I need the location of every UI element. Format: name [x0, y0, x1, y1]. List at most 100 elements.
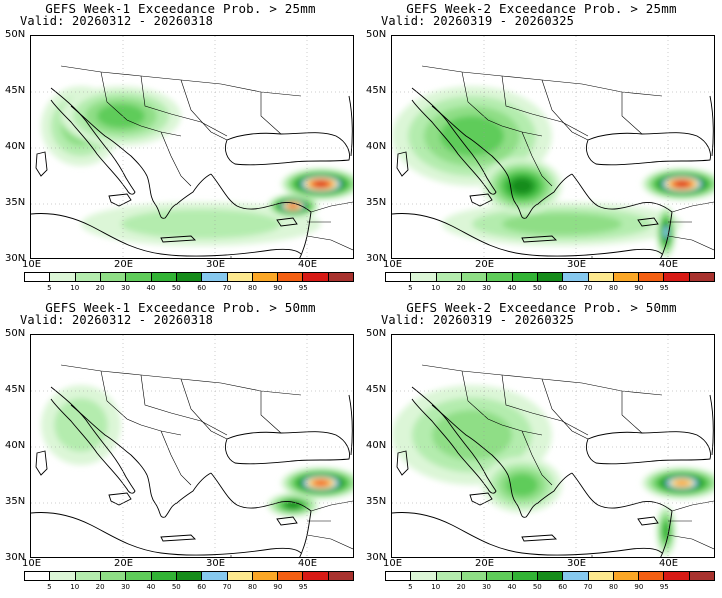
colorbar-label: 20	[95, 583, 105, 591]
colorbar-label: 5	[408, 284, 413, 292]
lon-label: 20E	[475, 558, 495, 569]
lat-label: 30N	[366, 552, 387, 563]
colorbar-swatch	[613, 572, 640, 580]
colorbar-swatch	[126, 572, 152, 580]
precip-area	[285, 501, 301, 509]
colorbar-swatch	[303, 572, 329, 580]
lon-label: 40E	[298, 558, 318, 569]
borders	[60, 65, 353, 258]
precip-area	[506, 473, 538, 497]
colorbar-swatch	[386, 273, 412, 281]
colorbar-label: 50	[171, 284, 181, 292]
colorbar-swatch	[664, 273, 690, 281]
colorbar-label: 30	[121, 583, 130, 591]
colorbar-label: 60	[558, 583, 568, 591]
colorbar-swatch	[537, 572, 564, 580]
lon-label: 10E	[22, 558, 42, 569]
lat-label: 35N	[366, 197, 387, 208]
colorbar-swatch	[328, 572, 354, 580]
precip-area	[440, 116, 504, 156]
colorbar-swatch	[278, 572, 304, 580]
colorbar-label: 30	[121, 284, 130, 292]
panel-title: GEFS Week-1 Exceedance Prob. > 25mm	[45, 1, 316, 16]
panel-valid-dates: Valid: 20260319 - 20260325	[381, 313, 575, 327]
colorbar-label: 80	[608, 583, 618, 591]
panel-title: GEFS Week-2 Exceedance Prob. > 25mm	[406, 1, 677, 16]
colorbar-labels: 5 10 20 30 40 50 60 70 80 90 95	[24, 284, 354, 294]
colorbar-label: 90	[634, 284, 644, 292]
lon-label: 10E	[383, 259, 403, 270]
lat-label: 40N	[5, 141, 26, 152]
colorbar-swatch	[689, 572, 715, 580]
colorbar	[24, 571, 354, 581]
colorbar-label: 90	[634, 583, 644, 591]
colorbar-labels: 5 10 20 30 40 50 60 70 80 90 95	[385, 583, 715, 593]
lat-label: 45N	[366, 384, 387, 395]
lon-label: 10E	[383, 558, 403, 569]
colorbar-label: 80	[608, 284, 618, 292]
colorbar-label: 10	[431, 284, 441, 292]
panel-valid-dates: Valid: 20260312 - 20260318	[20, 14, 214, 28]
borders	[421, 364, 714, 557]
colorbar-swatch	[588, 273, 614, 281]
precip-area	[663, 225, 669, 239]
colorbar-swatch	[75, 572, 101, 580]
colorbar-label: 30	[482, 284, 491, 292]
panel-week1-25mm: GEFS Week-1 Exceedance Prob. > 25mm Vali…	[0, 0, 361, 299]
map-svg	[392, 36, 714, 258]
precip-area	[97, 104, 145, 128]
colorbar-label: 60	[197, 583, 207, 591]
precip-area	[288, 203, 298, 209]
colorbar-label: 60	[197, 284, 207, 292]
panel-week2-25mm: GEFS Week-2 Exceedance Prob. > 25mm Vali…	[361, 0, 722, 299]
colorbar-swatch	[563, 572, 589, 580]
colorbar-swatch	[639, 273, 665, 281]
colorbar-swatch	[386, 572, 412, 580]
panel-week1-50mm: GEFS Week-1 Exceedance Prob. > 50mm Vali…	[0, 299, 361, 598]
lat-label: 50N	[5, 328, 26, 339]
colorbar-swatch	[563, 273, 589, 281]
colorbar-label: 80	[247, 583, 257, 591]
colorbar-label: 60	[558, 284, 568, 292]
borders	[421, 65, 714, 258]
lat-label: 30N	[5, 253, 26, 264]
lat-label: 35N	[366, 496, 387, 507]
colorbar-swatch	[278, 273, 304, 281]
map-svg	[392, 335, 714, 557]
precip-area	[121, 209, 281, 239]
colorbar-swatch	[202, 572, 228, 580]
lat-label: 40N	[366, 141, 387, 152]
lon-label: 30E	[206, 558, 226, 569]
colorbar-swatch	[512, 572, 538, 580]
colorbar-label: 30	[482, 583, 491, 591]
colorbar-swatch	[461, 572, 488, 580]
map-area	[391, 35, 715, 259]
colorbar-label: 95	[659, 583, 669, 591]
borders	[60, 364, 353, 557]
colorbar-swatch	[252, 273, 279, 281]
colorbar-swatch	[487, 572, 513, 580]
gridlines	[31, 335, 353, 557]
lon-label: 20E	[475, 259, 495, 270]
colorbar-label: 5	[47, 583, 52, 591]
lat-label: 45N	[5, 85, 26, 96]
colorbar-label: 70	[222, 284, 232, 292]
colorbar-swatch	[689, 273, 715, 281]
panel-valid-dates: Valid: 20260319 - 20260325	[381, 14, 575, 28]
lon-label: 20E	[114, 259, 134, 270]
colorbar-label: 10	[431, 583, 441, 591]
colorbar-swatch	[411, 273, 437, 281]
panel-valid-dates: Valid: 20260312 - 20260318	[20, 313, 214, 327]
colorbar-swatch	[50, 572, 76, 580]
lat-label: 35N	[5, 496, 26, 507]
colorbar-label: 70	[583, 583, 593, 591]
colorbar-swatch	[252, 572, 279, 580]
gridlines	[392, 36, 714, 258]
colorbar-label: 95	[659, 284, 669, 292]
colorbar-swatch	[664, 572, 690, 580]
colorbar-labels: 5 10 20 30 40 50 60 70 80 90 95	[24, 583, 354, 593]
colorbar-labels: 5 10 20 30 40 50 60 70 80 90 95	[385, 284, 715, 294]
lon-label: 10E	[22, 259, 42, 270]
colorbar-swatch	[151, 273, 177, 281]
map-svg	[31, 335, 353, 557]
